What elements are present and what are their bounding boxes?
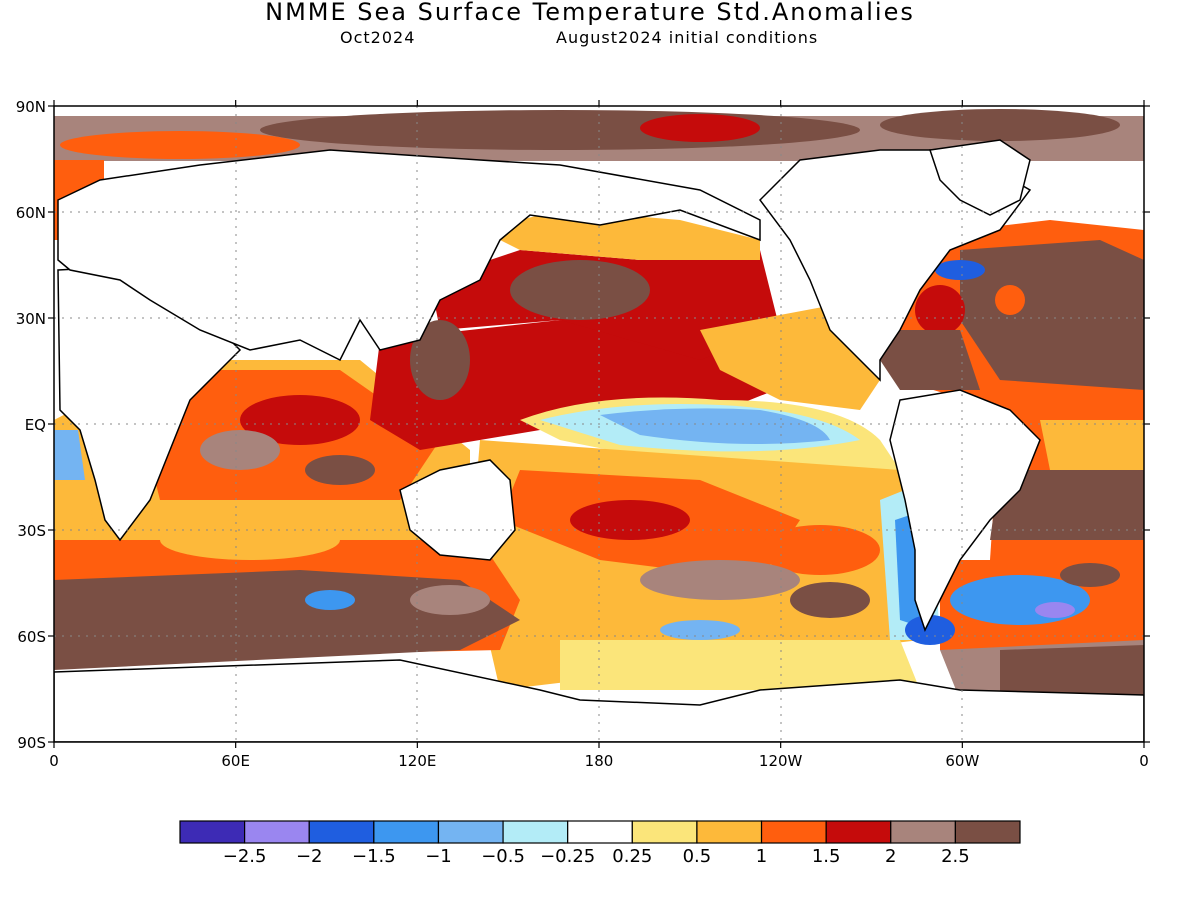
continents	[54, 139, 1144, 742]
colorbar-label: −2	[296, 846, 323, 867]
sst-anomaly-map	[54, 106, 1144, 742]
lat-label: 90S	[17, 734, 46, 752]
colorbar-label: 2.5	[941, 846, 970, 867]
colorbar-label: −0.25	[540, 846, 595, 867]
lat-label: 30N	[16, 310, 46, 328]
colorbar-swatch	[825, 820, 892, 844]
colorbar-label: −2.5	[223, 846, 267, 867]
colorbar-label: 0.25	[612, 846, 652, 867]
colorbar-swatch	[437, 820, 504, 844]
lon-label: 180	[585, 752, 614, 770]
lat-label: 60N	[16, 204, 46, 222]
colorbar-label: −1	[425, 846, 452, 867]
colorbar-swatch	[760, 820, 827, 844]
colorbar-label: −1.5	[352, 846, 396, 867]
colorbar-swatch	[954, 820, 1021, 844]
lat-label: EQ	[25, 416, 46, 434]
lon-label: 120E	[398, 752, 436, 770]
colorbar-label: 1	[756, 846, 767, 867]
grid-lines	[54, 106, 1144, 742]
colorbar-label: 0.5	[683, 846, 712, 867]
colorbar-swatch	[890, 820, 956, 844]
colorbar-swatch	[567, 820, 633, 844]
colorbar-swatch	[631, 820, 698, 844]
lon-label: 60E	[221, 752, 250, 770]
colorbar-swatch	[244, 820, 310, 844]
lon-label: 0	[1139, 752, 1149, 770]
lat-label: 60S	[17, 628, 46, 646]
colorbar-label: 2	[885, 846, 896, 867]
colorbar-swatch	[308, 820, 375, 844]
lon-label: 120W	[759, 752, 803, 770]
colorbar-swatch	[179, 820, 246, 844]
lon-label: 0	[49, 752, 59, 770]
colorbar-swatch	[696, 820, 763, 844]
lon-label: 60W	[945, 752, 979, 770]
forecast-month: Oct2024	[340, 28, 416, 47]
colorbar	[179, 820, 1021, 844]
colorbar-swatch	[502, 820, 569, 844]
map-title: NMME Sea Surface Temperature Std.Anomali…	[265, 0, 915, 26]
axis-ticks	[48, 100, 1150, 748]
lat-label: 30S	[17, 522, 46, 540]
colorbar-label: −0.5	[481, 846, 525, 867]
colorbar-label: 1.5	[812, 846, 841, 867]
lat-label: 90N	[16, 98, 46, 116]
colorbar-labels: −2.5 −2 −1.5 −1 −0.5 −0.25 0.25 0.5 1 1.5 2 2.5	[223, 846, 970, 867]
initial-conditions: August2024 initial conditions	[556, 28, 819, 47]
colorbar-swatch	[373, 820, 440, 844]
